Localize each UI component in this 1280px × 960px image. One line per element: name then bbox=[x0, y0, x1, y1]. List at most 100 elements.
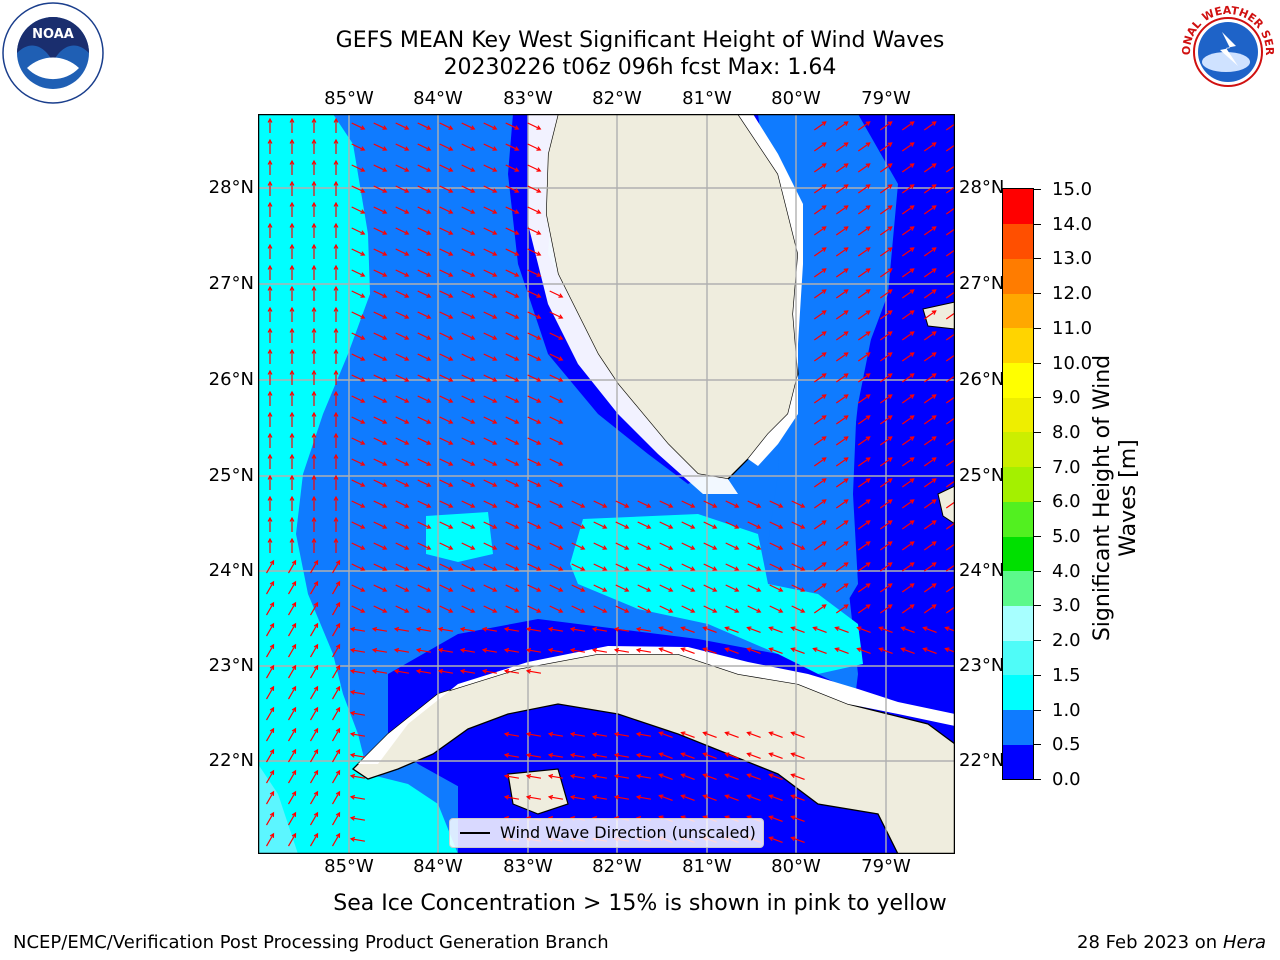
colorbar-tick-label: 6.0 bbox=[1052, 491, 1081, 513]
colorbar-bin bbox=[1003, 189, 1033, 225]
colorbar-bin bbox=[1003, 674, 1033, 711]
colorbar-tick-mark bbox=[1034, 640, 1041, 642]
legend-line-sample bbox=[460, 832, 490, 834]
colorbar-tick-label: 5.0 bbox=[1052, 526, 1081, 548]
lon-tick-bottom: 85°W bbox=[324, 856, 374, 877]
lon-tick-bottom: 84°W bbox=[413, 856, 463, 877]
colorbar-bin bbox=[1003, 640, 1033, 676]
colorbar-tick-mark bbox=[1034, 466, 1041, 468]
colorbar-bin bbox=[1003, 570, 1033, 606]
map-legend: Wind Wave Direction (unscaled) bbox=[449, 818, 764, 848]
noaa-logo: NOAA bbox=[2, 2, 104, 104]
colorbar-tick-mark bbox=[1034, 779, 1041, 780]
lon-tick-top: 81°W bbox=[682, 88, 732, 109]
page-title: GEFS MEAN Key West Significant Height of… bbox=[335, 28, 945, 53]
graticule bbox=[258, 114, 955, 854]
ocean-pale-west bbox=[258, 764, 298, 854]
colorbar-bin bbox=[1003, 536, 1033, 572]
colorbar-tick-mark bbox=[1034, 744, 1041, 746]
colorbar-bin bbox=[1003, 709, 1033, 745]
colorbar-tick-mark bbox=[1034, 536, 1041, 538]
colorbar-tick-mark bbox=[1034, 189, 1041, 190]
lat-tick-left: 24°N bbox=[208, 560, 254, 581]
lon-tick-bottom: 80°W bbox=[771, 856, 821, 877]
colorbar-tick-mark bbox=[1034, 293, 1041, 295]
colorbar-tick-label: 12.0 bbox=[1052, 283, 1093, 305]
lon-tick-bottom: 81°W bbox=[682, 856, 732, 877]
ocean-light-west bbox=[258, 114, 458, 854]
lat-tick-right: 27°N bbox=[959, 273, 1005, 294]
ice-note: Sea Ice Concentration > 15% is shown in … bbox=[333, 891, 947, 916]
lon-tick-bottom: 83°W bbox=[503, 856, 553, 877]
ocean-light-blob-2 bbox=[570, 514, 863, 674]
lon-tick-top: 79°W bbox=[861, 88, 911, 109]
lat-tick-right: 25°N bbox=[959, 465, 1005, 486]
colorbar-bin bbox=[1003, 397, 1033, 433]
lat-tick-left: 27°N bbox=[208, 273, 254, 294]
colorbar-tick-mark bbox=[1034, 709, 1041, 711]
lat-tick-right: 28°N bbox=[959, 177, 1005, 198]
colorbar-tick-label: 0.5 bbox=[1052, 734, 1081, 756]
lat-tick-right: 24°N bbox=[959, 560, 1005, 581]
colorbar-tick-label: 2.0 bbox=[1052, 630, 1081, 652]
lat-tick-left: 28°N bbox=[208, 177, 254, 198]
legend-label: Wind Wave Direction (unscaled) bbox=[500, 823, 756, 842]
colorbar-bin bbox=[1003, 258, 1033, 294]
colorbar-tick-label: 15.0 bbox=[1052, 179, 1093, 200]
colorbar-tick-mark bbox=[1034, 258, 1041, 260]
page-subtitle: 20230226 t06z 096h fcst Max: 1.64 bbox=[443, 55, 837, 80]
colorbar-tick-label: 11.0 bbox=[1052, 317, 1093, 339]
lat-tick-right: 22°N bbox=[959, 750, 1005, 771]
colorbar-tick-mark bbox=[1034, 223, 1041, 225]
colorbar-tick-label: 1.0 bbox=[1052, 699, 1081, 721]
colorbar-tick-label: 13.0 bbox=[1052, 248, 1093, 270]
colorbar-tick-mark bbox=[1034, 431, 1041, 433]
lat-tick-right: 23°N bbox=[959, 655, 1005, 676]
issue-date-text: 28 Feb 2023 on bbox=[1077, 932, 1218, 953]
lat-tick-left: 22°N bbox=[208, 750, 254, 771]
colorbar-tick-label: 7.0 bbox=[1052, 456, 1081, 478]
colorbar-bin bbox=[1003, 362, 1033, 398]
colorbar-tick-mark bbox=[1034, 501, 1041, 503]
lon-tick-bottom: 79°W bbox=[861, 856, 911, 877]
colorbar-label: Significant Height of Wind Waves [m] bbox=[1090, 354, 1141, 642]
colorbar-tick-mark bbox=[1034, 327, 1041, 329]
isla-juventud-land bbox=[507, 768, 569, 815]
colorbar-bin bbox=[1003, 744, 1033, 780]
lat-tick-left: 23°N bbox=[208, 655, 254, 676]
lat-tick-left: 26°N bbox=[208, 369, 254, 390]
colorbar-tick-label: 4.0 bbox=[1052, 560, 1081, 582]
colorbar-bin bbox=[1003, 293, 1033, 329]
colorbar-bin bbox=[1003, 431, 1033, 468]
lon-tick-top: 85°W bbox=[324, 88, 374, 109]
colorbar-tick-mark bbox=[1034, 674, 1041, 676]
lon-tick-top: 80°W bbox=[771, 88, 821, 109]
wind-wave-direction-arrows bbox=[265, 117, 955, 847]
colorbar-bin bbox=[1003, 466, 1033, 502]
branch-credit: NCEP/EMC/Verification Post Processing Pr… bbox=[13, 932, 609, 953]
svg-text:NOAA: NOAA bbox=[32, 27, 74, 42]
colorbar-tick-mark bbox=[1034, 605, 1041, 607]
colorbar-bin bbox=[1003, 327, 1033, 364]
colorbar-tick-label: 0.0 bbox=[1052, 769, 1081, 790]
lon-tick-top: 83°W bbox=[503, 88, 553, 109]
nws-logo: NATIONAL WEATHER SERVICE bbox=[1173, 0, 1278, 102]
colorbar-tick-label: 8.0 bbox=[1052, 421, 1081, 443]
map-frame bbox=[257, 113, 956, 855]
colorbar bbox=[1002, 188, 1034, 780]
colorbar-bin bbox=[1003, 223, 1033, 259]
map-panel bbox=[257, 113, 956, 855]
colorbar-tick-label: 10.0 bbox=[1052, 352, 1093, 374]
lon-tick-top: 84°W bbox=[413, 88, 463, 109]
colorbar-tick-mark bbox=[1034, 570, 1041, 572]
lat-tick-right: 26°N bbox=[959, 369, 1005, 390]
colorbar-tick-label: 14.0 bbox=[1052, 213, 1093, 235]
lon-tick-bottom: 82°W bbox=[592, 856, 642, 877]
colorbar-tick-label: 9.0 bbox=[1052, 387, 1081, 409]
colorbar-bin bbox=[1003, 501, 1033, 537]
colorbar-bin bbox=[1003, 605, 1033, 641]
lat-tick-left: 25°N bbox=[208, 465, 254, 486]
colorbar-tick-label: 3.0 bbox=[1052, 595, 1081, 617]
lon-tick-top: 82°W bbox=[592, 88, 642, 109]
colorbar-tick-mark bbox=[1034, 362, 1041, 364]
